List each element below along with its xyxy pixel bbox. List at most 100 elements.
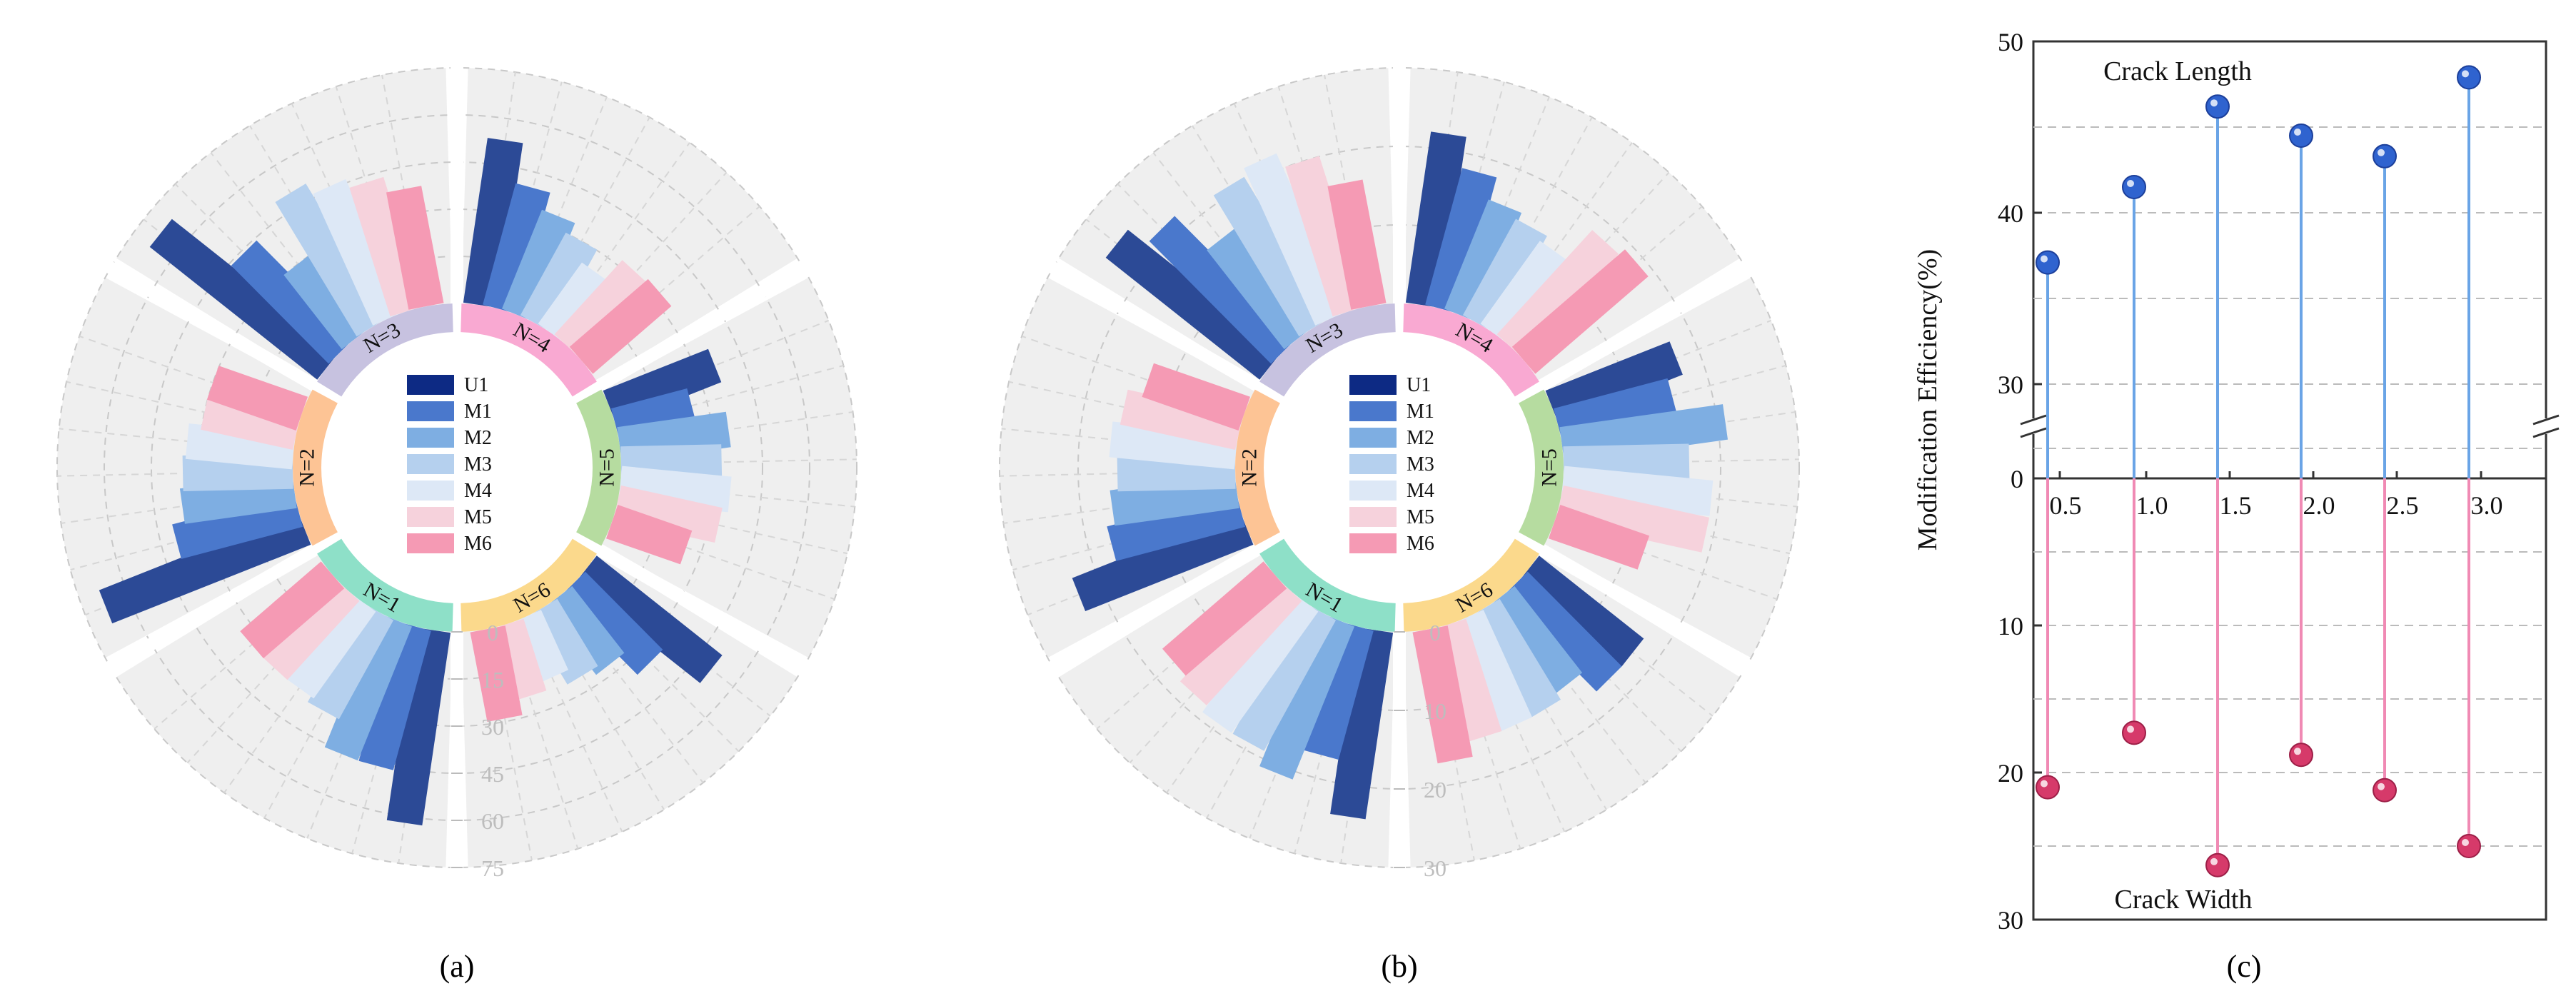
radial-gridline <box>56 67 857 868</box>
bar-N1-M6 <box>240 561 345 658</box>
legend-label-M3: M3 <box>464 453 492 476</box>
y-tick-label: 20 <box>1998 759 2023 788</box>
radial-tick-label: 45 <box>481 761 504 787</box>
bar-N4-M1 <box>483 183 550 314</box>
bar-N3-U1 <box>1105 229 1282 380</box>
width-marker-highlight <box>2127 725 2134 733</box>
panel-label-c: (c) <box>2227 949 2262 984</box>
bar-N3-M3 <box>1213 176 1330 337</box>
group-separator <box>1040 542 1264 679</box>
group-band-N6 <box>1403 538 1539 632</box>
bar-N1-M1 <box>1304 621 1374 760</box>
bar-N1-M4 <box>1202 590 1319 733</box>
length-marker-highlight <box>2127 180 2134 187</box>
bar-N1-U1 <box>1330 627 1394 820</box>
plot-frame <box>2032 40 2547 921</box>
legend-swatch-M6 <box>1349 533 1397 553</box>
y-tick-label: 40 <box>1998 199 2023 228</box>
length-marker-highlight <box>2462 70 2469 78</box>
axis-break-mark <box>2532 427 2560 438</box>
legend-label-M6: M6 <box>1407 533 1434 555</box>
y-tick-label: 30 <box>1998 906 2023 935</box>
legend-swatch-M5 <box>1349 507 1397 527</box>
y-tick-label: 0 <box>2011 465 2023 493</box>
y-tick-label: 30 <box>1998 371 2023 399</box>
bar-N6-M2 <box>543 585 625 675</box>
x-tick-label: 1.0 <box>2136 491 2168 520</box>
width-marker-highlight <box>2041 780 2048 788</box>
group-band-N1 <box>1259 538 1396 632</box>
axis-break-mark <box>2532 414 2560 426</box>
bar-N6-U1 <box>1516 555 1644 667</box>
width-marker-highlight <box>2294 748 2301 755</box>
panel-label-b: (b) <box>1381 949 1417 984</box>
legend-swatch-M4 <box>1349 481 1397 501</box>
group-label: N=2 <box>296 448 319 487</box>
group-band-N2 <box>1235 389 1280 546</box>
radial-tick-label: 30 <box>1424 855 1447 881</box>
width-marker-highlight <box>2462 839 2469 846</box>
group-label: N=2 <box>1238 448 1262 487</box>
x-tick-label: 2.0 <box>2303 491 2335 520</box>
y-tick-label: 10 <box>1998 612 2023 640</box>
legend-label-U1: U1 <box>1407 374 1431 396</box>
y-axis-label: Modification Efficiency(%) <box>1913 249 1943 550</box>
bar-N6-M2 <box>1486 585 1583 695</box>
legend-swatch-U1 <box>407 375 454 395</box>
width-marker <box>2289 743 2313 768</box>
length-marker <box>2373 144 2397 168</box>
bar-N4-M5 <box>1496 230 1619 358</box>
group-band-N4 <box>461 303 597 397</box>
bar-N5-M5 <box>1556 486 1710 553</box>
group-band-N2 <box>293 389 338 546</box>
group-separator <box>1535 542 1759 679</box>
radial-tick-label: 10 <box>1424 698 1447 724</box>
bar-N1-M5 <box>261 577 360 680</box>
x-tick-label: 0.5 <box>2050 491 2082 520</box>
bar-N3-M2 <box>283 253 371 350</box>
legend-label-M5: M5 <box>1407 506 1434 528</box>
radial-tick-label: 0 <box>487 620 498 645</box>
length-marker-highlight <box>2041 255 2048 263</box>
group-separator <box>98 542 321 679</box>
bar-N4-M5 <box>554 260 649 358</box>
x-tick-label: 1.5 <box>2220 491 2252 520</box>
legend-swatch-M1 <box>1349 401 1397 421</box>
length-marker <box>2457 65 2481 90</box>
width-marker <box>2036 775 2060 800</box>
bar-N4-M4 <box>538 262 611 345</box>
bar-N4-U1 <box>1405 131 1466 308</box>
bar-N6-M3 <box>1469 598 1561 718</box>
bar-N1-M2 <box>1259 613 1354 780</box>
width-marker <box>2373 778 2397 803</box>
legend-swatch-M3 <box>1349 454 1397 474</box>
series-label-crack-width: Crack Width <box>2114 885 2252 915</box>
bar-N3-M3 <box>275 183 388 337</box>
radial-tick-label: 30 <box>481 714 504 740</box>
polar-chart-a: N=1N=2N=3 N=4N=5N=601530456075U1M1M2M3M4M… <box>56 57 857 881</box>
length-marker-highlight <box>2294 129 2301 136</box>
legend-swatch-M1 <box>407 401 454 421</box>
length-marker-highlight <box>2378 149 2385 156</box>
width-marker <box>2457 834 2481 858</box>
legend-label-U1: U1 <box>464 374 488 396</box>
legend-label-M1: M1 <box>1407 401 1434 423</box>
bar-N1-U1 <box>386 627 451 826</box>
radial-tick-label: 75 <box>481 855 504 881</box>
bar-N4-M6 <box>569 278 672 374</box>
length-marker-highlight <box>2210 99 2218 107</box>
bar-N1-M6 <box>1162 561 1287 676</box>
group-separator <box>98 256 321 393</box>
group-separator <box>1040 256 1264 393</box>
radial-gridline <box>999 67 1800 868</box>
series-label-crack-length: Crack Length <box>2103 56 2252 86</box>
group-separator <box>593 256 816 393</box>
bar-N3-M4 <box>1244 153 1348 326</box>
legend-swatch-M2 <box>1349 428 1397 448</box>
bar-N4-M2 <box>1444 199 1522 323</box>
group-label: N=5 <box>1538 448 1561 487</box>
bar-N3-M1 <box>1149 216 1297 364</box>
